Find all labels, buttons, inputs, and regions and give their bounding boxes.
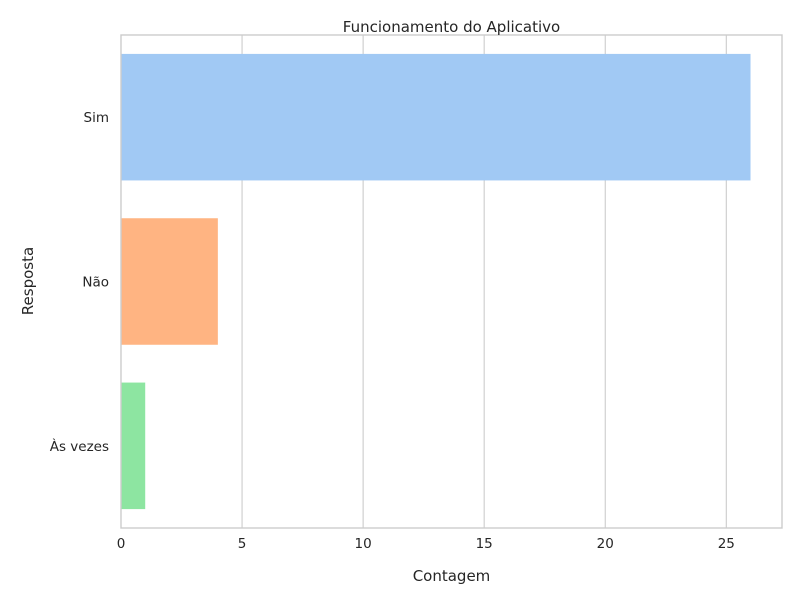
- y-tick-labels: Sim Não Às vezes: [50, 110, 109, 455]
- x-tick-label: 20: [597, 536, 614, 552]
- x-tick-label: 10: [355, 536, 372, 552]
- x-tick-labels: 0 5 10 15 20 25: [117, 536, 735, 552]
- bar-3: [121, 382, 146, 510]
- bar-2: [121, 218, 218, 345]
- y-tick-label: Não: [82, 275, 109, 291]
- bars: [121, 53, 751, 510]
- bar-1: [121, 53, 751, 181]
- y-tick-label: Sim: [84, 110, 109, 126]
- y-axis-label: Resposta: [19, 247, 37, 315]
- chart-title: Funcionamento do Aplicativo: [343, 18, 560, 36]
- plot-frame: [120, 34, 783, 529]
- x-tick-label: 25: [718, 536, 735, 552]
- y-tick-label: Às vezes: [50, 438, 109, 455]
- x-axis-label: Contagem: [413, 567, 491, 585]
- x-tick-label: 0: [117, 536, 126, 552]
- x-tick-label: 15: [476, 536, 493, 552]
- x-tick-label: 5: [238, 536, 247, 552]
